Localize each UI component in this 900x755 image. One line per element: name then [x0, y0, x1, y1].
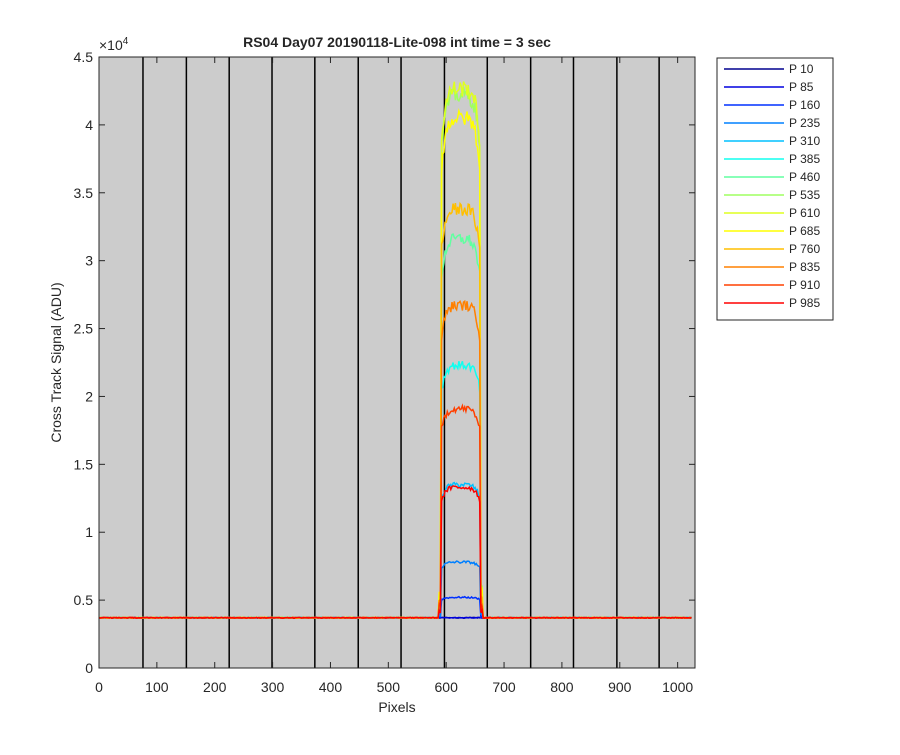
x-tick-label: 800	[550, 679, 574, 695]
legend-label-p-235: P 235	[789, 116, 820, 130]
x-tick-label: 300	[261, 679, 285, 695]
legend-label-p-685: P 685	[789, 224, 820, 238]
legend-label-p-85: P 85	[789, 80, 814, 94]
legend-box	[716, 57, 834, 321]
y-tick-label: 0.5	[74, 592, 94, 608]
plot-area	[98, 57, 695, 668]
legend-label-p-535: P 535	[789, 188, 820, 202]
x-axis-label: Pixels	[378, 699, 415, 715]
x-tick-label: 100	[145, 679, 169, 695]
x-tick-label: 200	[203, 679, 227, 695]
y-tick-label: 1.5	[74, 456, 94, 472]
legend-label-p-460: P 460	[789, 170, 820, 184]
y-axis-exponent: ×104	[99, 36, 129, 53]
x-tick-label: 700	[492, 679, 516, 695]
x-tick-label: 1000	[662, 679, 693, 695]
legend-label-p-385: P 385	[789, 152, 820, 166]
legend-label-p-835: P 835	[789, 260, 820, 274]
legend-label-p-985: P 985	[789, 296, 820, 310]
y-tick-label: 2	[85, 388, 93, 404]
plot-background	[99, 57, 695, 668]
x-tick-label: 900	[608, 679, 632, 695]
axes-box	[98, 56, 696, 669]
x-tick-label: 500	[377, 679, 401, 695]
y-exponent-base: ×10	[99, 37, 123, 53]
legend-label-p-10: P 10	[789, 62, 814, 76]
x-tick-label: 0	[95, 679, 103, 695]
legend-label-p-610: P 610	[789, 206, 820, 220]
y-tick-label: 1	[85, 524, 93, 540]
y-tick-label: 3.5	[74, 185, 94, 201]
legend: P 10 P 85 P 160 P 235 P 310 P 385 P 460 P 535 P …	[716, 57, 834, 321]
y-tick-label: 3	[85, 253, 93, 269]
chart-title: RS04 Day07 20190118-Lite-098 int time = …	[243, 34, 551, 50]
y-exponent-power: 4	[123, 36, 129, 47]
legend-label-p-910: P 910	[789, 278, 820, 292]
y-tick-label: 4	[85, 117, 93, 133]
legend-label-p-160: P 160	[789, 98, 820, 112]
y-axis-label: Cross Track Signal (ADU)	[48, 282, 64, 442]
x-tick-label: 600	[435, 679, 459, 695]
x-tick-label: 400	[319, 679, 343, 695]
y-tick-label: 2.5	[74, 321, 94, 337]
y-tick-label: 0	[85, 660, 93, 676]
y-tick-label: 4.5	[74, 49, 94, 65]
legend-label-p-310: P 310	[789, 134, 820, 148]
legend-label-p-760: P 760	[789, 242, 820, 256]
axes: 0 100 200 300 400 500 600 700 800 900 1000 0 0.5 1 1.5…	[74, 49, 696, 695]
series-line-p-985	[98, 485, 692, 620]
